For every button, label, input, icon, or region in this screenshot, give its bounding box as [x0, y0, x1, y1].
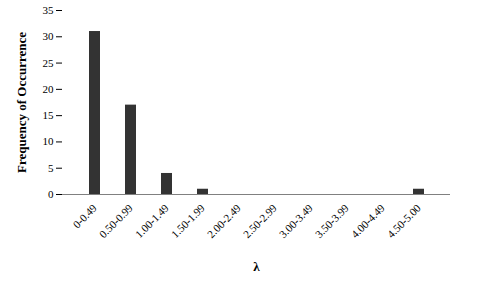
- svg-text:30: 30: [43, 30, 55, 42]
- svg-text:3.00-3.49: 3.00-3.49: [277, 201, 316, 240]
- svg-text:0-0.49: 0-0.49: [70, 201, 99, 230]
- svg-text:20: 20: [43, 83, 55, 95]
- svg-text:0: 0: [48, 188, 54, 200]
- svg-text:2.50-2.99: 2.50-2.99: [241, 201, 280, 240]
- svg-text:10: 10: [43, 135, 55, 147]
- svg-text:Frequency of Occurrence: Frequency of Occurrence: [14, 32, 29, 173]
- svg-text:λ: λ: [253, 259, 260, 274]
- svg-text:15: 15: [43, 109, 55, 121]
- svg-text:2.00-2.49: 2.00-2.49: [205, 201, 244, 240]
- svg-text:1.50-1.99: 1.50-1.99: [169, 201, 208, 240]
- svg-text:1.00-1.49: 1.00-1.49: [133, 201, 172, 240]
- svg-text:25: 25: [43, 57, 55, 69]
- svg-text:35: 35: [43, 4, 55, 16]
- svg-text:4.00-4.49: 4.00-4.49: [349, 201, 388, 240]
- svg-text:5: 5: [48, 162, 54, 174]
- svg-text:4.50-5.00: 4.50-5.00: [385, 201, 424, 240]
- svg-text:3.50-3.99: 3.50-3.99: [313, 201, 352, 240]
- svg-text:0.50-0.99: 0.50-0.99: [97, 201, 136, 240]
